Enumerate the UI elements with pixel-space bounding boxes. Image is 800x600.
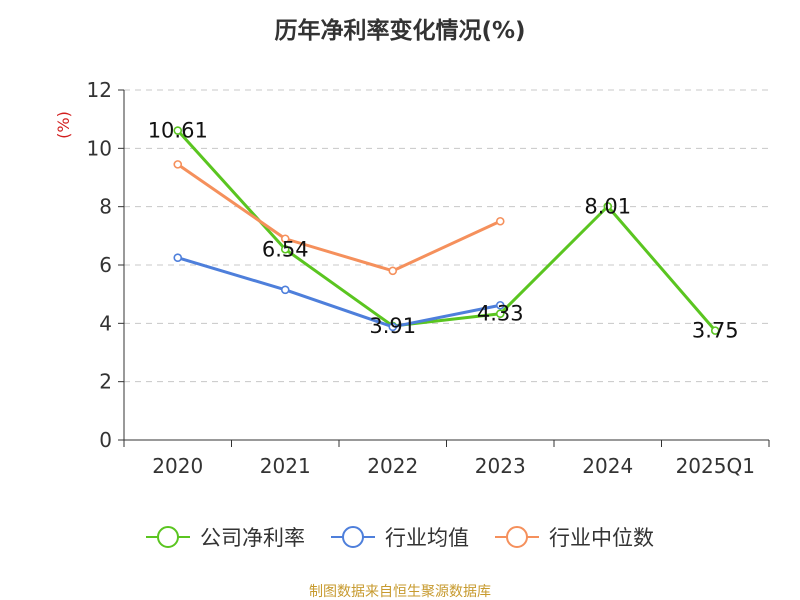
- data-label: 6.54: [262, 237, 309, 261]
- data-point: [280, 234, 290, 244]
- y-tick-label: 0: [99, 428, 112, 452]
- data-point: [603, 202, 613, 211]
- data-point: [710, 326, 720, 335]
- source-note: 制图数据来自恒生聚源数据库: [309, 584, 491, 600]
- legend-label: 行业均值: [385, 526, 469, 550]
- chart-title: 历年净利率变化情况(%): [274, 17, 525, 44]
- data-label: 10.61: [148, 119, 208, 143]
- data-point: [495, 216, 505, 226]
- data-point: [388, 266, 398, 276]
- x-tick-label: 2024: [582, 454, 633, 478]
- legend-swatch-marker: [506, 526, 528, 548]
- series-line-0: [176, 129, 717, 332]
- x-tick-label: 2025Q1: [676, 454, 755, 478]
- data-point: [388, 322, 398, 332]
- data-label: 3.75: [692, 319, 739, 343]
- data-label: 3.91: [369, 314, 416, 338]
- legend-swatch-marker: [157, 526, 179, 548]
- legend-swatch-marker: [342, 526, 364, 548]
- legend-item-1[interactable]: 行业均值: [331, 526, 469, 550]
- series-lines: [173, 126, 720, 335]
- data-point: [495, 309, 505, 319]
- x-tick-label: 2020: [152, 454, 203, 478]
- y-tick-label: 2: [99, 370, 112, 394]
- grid-lines: [124, 89, 769, 383]
- legend: 公司净利率 行业均值 行业中位数: [146, 526, 654, 550]
- x-tick-label: 2022: [367, 454, 418, 478]
- data-point: [173, 253, 183, 263]
- axes: 0 2 4 6 8 10 12 2020 2021 2022 2023 2024 2025Q1: [87, 78, 770, 478]
- data-point: [280, 285, 290, 295]
- y-tick-label: 6: [99, 253, 112, 277]
- data-point: [173, 126, 183, 135]
- data-point: [280, 244, 290, 254]
- data-label: 8.01: [584, 194, 631, 218]
- legend-item-2[interactable]: 行业中位数: [495, 526, 654, 550]
- data-label: 4.33: [477, 302, 524, 326]
- series-line-2: [176, 163, 501, 273]
- x-tick-label: 2021: [260, 454, 311, 478]
- y-tick-label: 4: [99, 311, 112, 335]
- y-tick-label: 8: [99, 195, 112, 219]
- y-axis-label: (%): [54, 111, 73, 139]
- legend-label: 公司净利率: [200, 526, 305, 550]
- x-tick-label: 2023: [475, 454, 526, 478]
- series-line-1: [177, 256, 501, 329]
- legend-item-0[interactable]: 公司净利率: [146, 526, 305, 550]
- data-labels: 10.61 6.54 3.91 4.33 8.01 3.75: [148, 119, 739, 343]
- legend-label: 行业中位数: [549, 526, 654, 550]
- y-tick-label: 10: [87, 136, 112, 160]
- data-point: [495, 300, 505, 310]
- data-point: [173, 160, 183, 169]
- y-tick-label: 12: [87, 78, 112, 102]
